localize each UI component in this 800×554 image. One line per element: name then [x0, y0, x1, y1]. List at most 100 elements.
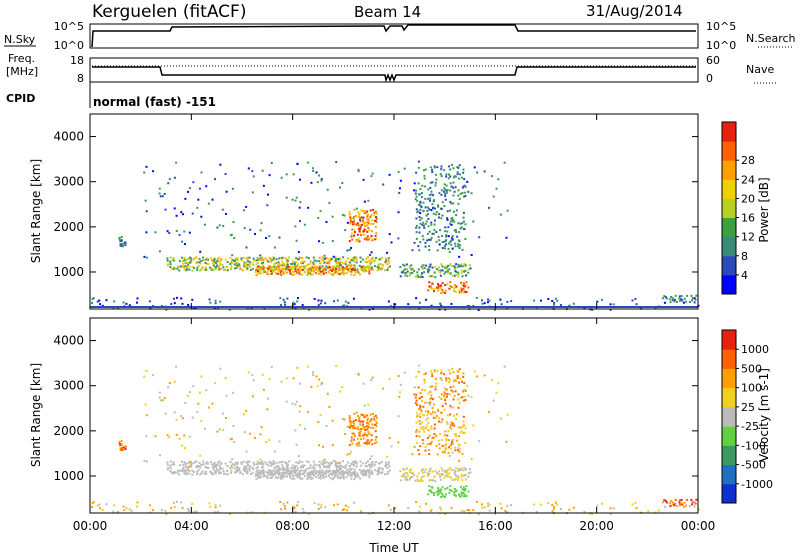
- velocity-cell: [342, 472, 345, 475]
- velocity-cell: [461, 488, 464, 491]
- power-cell: [167, 182, 170, 185]
- velocity-cell: [350, 477, 353, 480]
- velocity-cell: [384, 465, 387, 468]
- velocity-cell: [234, 461, 237, 464]
- velocity-cell: [366, 414, 369, 417]
- velocity-cell: [338, 390, 341, 393]
- velocity-cell: [261, 460, 264, 463]
- power-cell: [463, 191, 466, 194]
- power-cell: [447, 177, 450, 180]
- velocity-cell: [334, 471, 337, 474]
- velocity-cell: [460, 493, 463, 496]
- power-cell: [282, 265, 285, 268]
- velocity-cell: [270, 464, 273, 467]
- velocity-cell: [262, 388, 265, 391]
- power-cell: [432, 275, 435, 278]
- power-cell: [200, 171, 203, 174]
- velocity-cell: [362, 437, 365, 440]
- velocity-cell: [246, 460, 249, 463]
- power-cell: [144, 199, 147, 202]
- power-cell: [551, 299, 554, 302]
- power-cell: [413, 241, 416, 244]
- velocity-cell: [445, 379, 448, 382]
- velocity-cell: [335, 365, 338, 368]
- power-cell: [260, 262, 263, 265]
- velocity-cell: [297, 501, 300, 504]
- power-cell: [354, 270, 357, 273]
- velocity-cell: [346, 453, 349, 456]
- power-cell: [300, 261, 303, 264]
- velocity-cell: [215, 463, 218, 466]
- velocity-cell: [416, 478, 419, 481]
- velocity-cell: [307, 461, 310, 464]
- velocity-cell: [341, 470, 344, 473]
- power-cell: [309, 262, 312, 265]
- velocity-cell: [309, 476, 312, 479]
- power-cell: [429, 186, 432, 189]
- power-cell: [460, 269, 463, 272]
- velocity-cell: [245, 409, 248, 412]
- power-cell: [359, 223, 362, 226]
- power-cell: [344, 300, 347, 303]
- power-cell: [453, 175, 456, 178]
- velocity-cell: [268, 439, 271, 442]
- power-cell: [424, 168, 427, 171]
- power-cell: [460, 176, 463, 179]
- power-cell: [371, 172, 374, 175]
- power-cell: [457, 272, 460, 275]
- velocity-cell: [323, 458, 326, 461]
- velocity-cell: [455, 435, 458, 438]
- power-cell: [334, 270, 337, 273]
- power-cell: [278, 265, 281, 268]
- power-cell: [328, 262, 331, 265]
- power-cell: [188, 261, 191, 264]
- velocity-cell: [443, 449, 446, 452]
- velocity-cell: [175, 500, 178, 503]
- power-cell: [188, 265, 191, 268]
- freq-right-tick-top: 60: [706, 54, 720, 67]
- power-cell: [444, 195, 447, 198]
- power-cell: [463, 178, 466, 181]
- velocity-cell: [273, 467, 276, 470]
- power-cell: [340, 261, 343, 264]
- power-cell: [419, 211, 422, 214]
- power-cell: [251, 170, 254, 173]
- power-cell: [375, 217, 378, 220]
- power-cell: [318, 256, 321, 259]
- velocity-cell: [119, 449, 122, 452]
- velocity-cell: [368, 469, 371, 472]
- power-cell: [437, 205, 440, 208]
- power-cell: [200, 268, 203, 271]
- power-cell: [554, 297, 557, 300]
- velocity-cell: [433, 369, 436, 372]
- power-cell: [461, 222, 464, 225]
- velocity-cell: [411, 453, 414, 456]
- velocity-cell: [207, 466, 210, 469]
- power-cell: [96, 300, 99, 303]
- power-cell: [405, 274, 408, 277]
- velocity-cell: [448, 446, 451, 449]
- power-cell: [269, 268, 272, 271]
- power-cell: [213, 307, 216, 310]
- velocity-cell: [273, 469, 276, 472]
- power-cell: [158, 187, 161, 190]
- velocity-cell: [454, 449, 457, 452]
- power-cell: [436, 289, 439, 292]
- power-cell: [443, 169, 446, 172]
- power-cell: [428, 194, 431, 197]
- velocity-cell: [296, 366, 299, 369]
- power-cell: [367, 199, 370, 202]
- velocity-cell: [435, 415, 438, 418]
- velocity-cell: [368, 463, 371, 466]
- power-cell: [693, 301, 696, 304]
- power-cell: [450, 185, 453, 188]
- velocity-cell: [418, 453, 421, 456]
- velocity-cell: [386, 467, 389, 470]
- power-cell: [367, 227, 370, 230]
- velocity-cell: [251, 374, 254, 377]
- velocity-cell: [310, 385, 313, 388]
- velocity-cell: [302, 466, 305, 469]
- power-cell: [309, 260, 312, 263]
- velocity-cell: [363, 404, 366, 407]
- velocity-cell: [323, 461, 326, 464]
